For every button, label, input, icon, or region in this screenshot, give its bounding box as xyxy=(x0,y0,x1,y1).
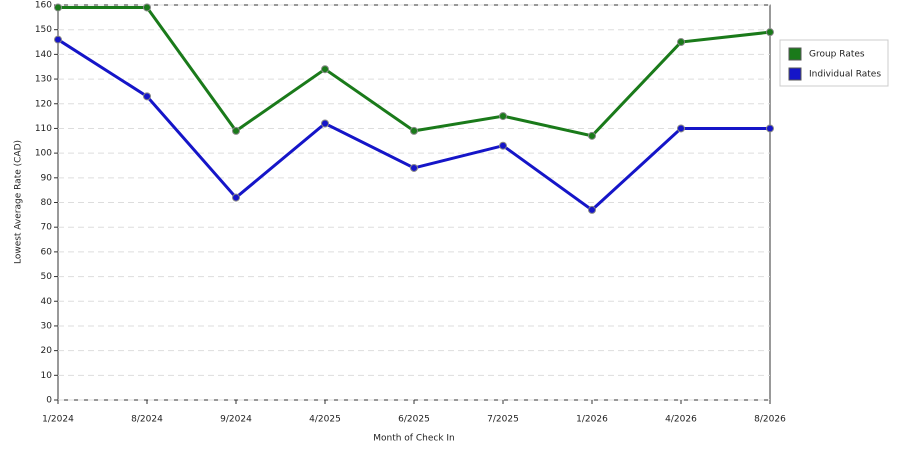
data-point xyxy=(410,163,418,172)
y-tick-label: 110 xyxy=(35,124,52,134)
data-point xyxy=(143,3,151,12)
x-tick-label: 4/2026 xyxy=(665,415,697,425)
y-tick-label: 20 xyxy=(41,346,53,356)
data-point xyxy=(588,131,596,140)
data-point xyxy=(499,141,507,150)
y-tick-label: 30 xyxy=(41,321,53,331)
legend-label: Group Rates xyxy=(809,50,865,60)
x-axis-label: Month of Check In xyxy=(373,434,455,444)
legend-swatch xyxy=(788,47,802,61)
x-tick-label: 4/2025 xyxy=(309,415,341,425)
x-tick-label: 9/2024 xyxy=(220,415,252,425)
data-point xyxy=(143,92,151,101)
data-point xyxy=(232,126,240,135)
y-tick-label: 60 xyxy=(41,247,53,257)
x-tick-label: 7/2025 xyxy=(487,415,519,425)
x-tick-label: 8/2024 xyxy=(131,415,163,425)
x-tick-label: 1/2026 xyxy=(576,415,608,425)
data-point xyxy=(321,119,329,128)
data-point xyxy=(499,112,507,121)
y-tick-label: 150 xyxy=(35,25,52,35)
y-tick-label: 160 xyxy=(35,1,52,11)
y-tick-label: 120 xyxy=(35,99,52,109)
x-tick-label: 8/2026 xyxy=(754,415,786,425)
legend-swatch xyxy=(788,67,802,81)
y-tick-label: 80 xyxy=(41,198,53,208)
legend-label: Individual Rates xyxy=(809,70,881,80)
y-tick-label: 50 xyxy=(41,272,53,282)
data-point xyxy=(677,124,685,133)
y-axis-label: Lowest Average Rate (CAD) xyxy=(14,140,24,264)
y-tick-label: 100 xyxy=(35,149,52,159)
y-tick-label: 130 xyxy=(35,75,52,85)
data-point xyxy=(410,126,418,135)
y-tick-label: 40 xyxy=(41,297,53,307)
y-tick-label: 10 xyxy=(41,371,53,381)
y-tick-label: 90 xyxy=(41,173,53,183)
y-tick-label: 140 xyxy=(35,50,52,60)
data-point xyxy=(677,38,685,47)
data-point xyxy=(54,3,62,12)
data-point xyxy=(766,28,774,37)
x-tick-label: 1/2024 xyxy=(42,415,74,425)
y-tick-label: 70 xyxy=(41,223,53,233)
data-point xyxy=(232,193,240,202)
y-tick-label: 0 xyxy=(46,396,52,406)
data-point xyxy=(766,124,774,133)
data-point xyxy=(54,35,62,44)
series-line xyxy=(57,38,770,212)
data-point xyxy=(588,205,596,214)
x-tick-label: 6/2025 xyxy=(398,415,430,425)
data-point xyxy=(321,65,329,74)
